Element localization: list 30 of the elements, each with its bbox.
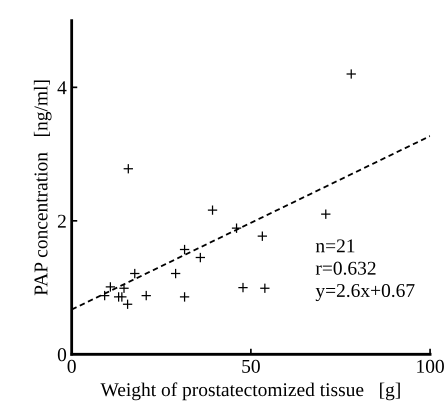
point (170, 268, 181, 279)
point (122, 298, 133, 310)
point (346, 68, 357, 80)
annotation: n=21 (316, 239, 354, 252)
point (179, 244, 190, 255)
point (116, 292, 128, 302)
point (123, 163, 134, 174)
x-tick-label: 100 (417, 360, 444, 373)
x-tick-label: 0 (68, 360, 76, 373)
y-tick-label: 4 (57, 81, 67, 94)
annotation: r=0.632 (316, 262, 376, 275)
x-axis-title: Weight of prostatectomized tissue [g] (100, 382, 400, 400)
point (105, 282, 116, 292)
point (179, 292, 190, 302)
point (118, 282, 130, 294)
y-tick-label: 0 (58, 348, 66, 362)
point (260, 282, 270, 294)
y-tick-label: 2 (58, 214, 66, 228)
point (129, 268, 140, 279)
point (238, 282, 248, 293)
point (320, 208, 332, 220)
point (99, 290, 110, 301)
point (195, 252, 206, 263)
x-tick-label: 50 (242, 360, 260, 373)
point (257, 230, 268, 242)
point (140, 290, 152, 301)
annotation: y=2.6x+0.67 (316, 284, 415, 302)
point (207, 204, 218, 216)
point (231, 222, 242, 234)
y-axis-title: PAP concentration [ng/ml] (34, 80, 52, 296)
